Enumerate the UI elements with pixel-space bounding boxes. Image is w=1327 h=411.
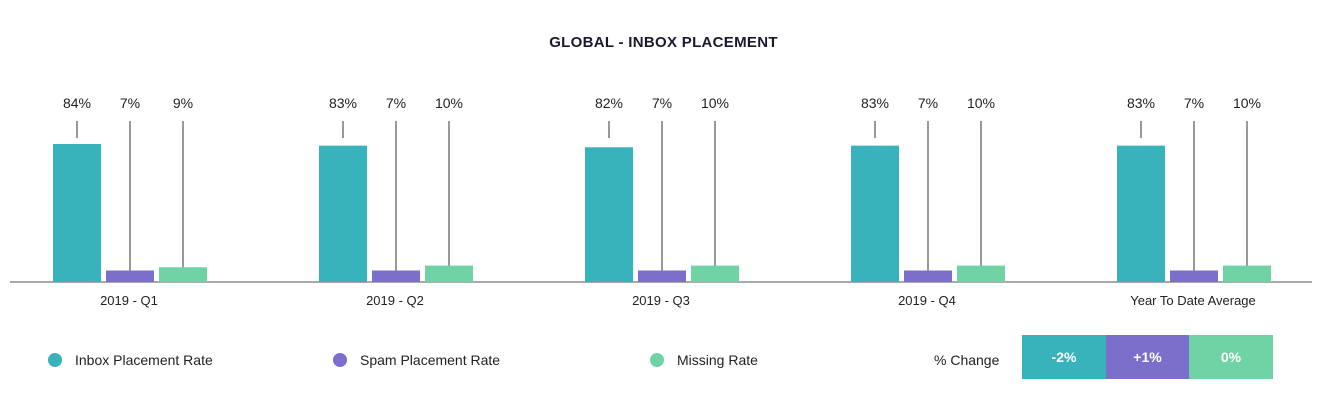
data-label-spam-2: 7% (386, 95, 406, 111)
legend: Inbox Placement Rate Spam Placement Rate… (0, 348, 1327, 378)
inbox-legend-dot-icon (48, 353, 62, 367)
data-label-missing-3: 10% (701, 95, 729, 111)
legend-label-inbox: Inbox Placement Rate (75, 352, 213, 368)
chart-title: GLOBAL - INBOX PLACEMENT (549, 34, 778, 51)
bar-spam-3 (638, 270, 686, 282)
spam-legend-dot-icon (333, 353, 347, 367)
bar-spam-4 (904, 270, 952, 282)
bar-missing-5 (1223, 265, 1271, 282)
bar-inbox-1 (53, 144, 101, 282)
data-label-spam-3: 7% (652, 95, 672, 111)
data-label-inbox-4: 83% (861, 95, 889, 111)
bar-inbox-3 (585, 147, 633, 282)
bar-spam-1 (106, 270, 154, 282)
data-label-spam-1: 7% (120, 95, 140, 111)
x-tick-label-5: Year To Date Average (1130, 293, 1256, 308)
bar-inbox-5 (1117, 145, 1165, 282)
bar-missing-3 (691, 265, 739, 282)
bar-spam-2 (372, 270, 420, 282)
data-label-spam-5: 7% (1184, 95, 1204, 111)
data-label-inbox-1: 84% (63, 95, 91, 111)
bar-missing-1 (159, 267, 207, 282)
percent-change-inbox: -2% (1022, 335, 1106, 379)
x-tick-label-2: 2019 - Q2 (366, 293, 424, 308)
percent-change-spam: +1% (1106, 335, 1189, 379)
legend-item-inbox: Inbox Placement Rate (48, 348, 213, 372)
legend-item-spam: Spam Placement Rate (333, 348, 500, 372)
data-label-inbox-2: 83% (329, 95, 357, 111)
bar-missing-2 (425, 265, 473, 282)
x-tick-label-3: 2019 - Q3 (632, 293, 690, 308)
data-label-inbox-3: 82% (595, 95, 623, 111)
data-label-missing-1: 9% (173, 95, 193, 111)
data-label-inbox-5: 83% (1127, 95, 1155, 111)
percent-change-label: % Change (934, 352, 1000, 368)
data-label-missing-4: 10% (967, 95, 995, 111)
bar-chart: 84% 7% 9% 2019 - Q1 83% 7% 10% 2019 - Q2 82% 7% 10… (10, 95, 1312, 308)
data-label-missing-5: 10% (1233, 95, 1261, 111)
data-label-missing-2: 10% (435, 95, 463, 111)
legend-item-missing: Missing Rate (650, 348, 758, 372)
bar-spam-5 (1170, 270, 1218, 282)
x-tick-label-1: 2019 - Q1 (100, 293, 158, 308)
bar-inbox-4 (851, 145, 899, 282)
data-label-spam-4: 7% (918, 95, 938, 111)
percent-change-missing: 0% (1189, 335, 1273, 379)
bar-inbox-2 (319, 145, 367, 282)
bar-missing-4 (957, 265, 1005, 282)
legend-label-spam: Spam Placement Rate (360, 352, 501, 368)
missing-legend-dot-icon (650, 353, 664, 367)
x-tick-label-4: 2019 - Q4 (898, 293, 956, 308)
legend-label-missing: Missing Rate (677, 352, 758, 368)
